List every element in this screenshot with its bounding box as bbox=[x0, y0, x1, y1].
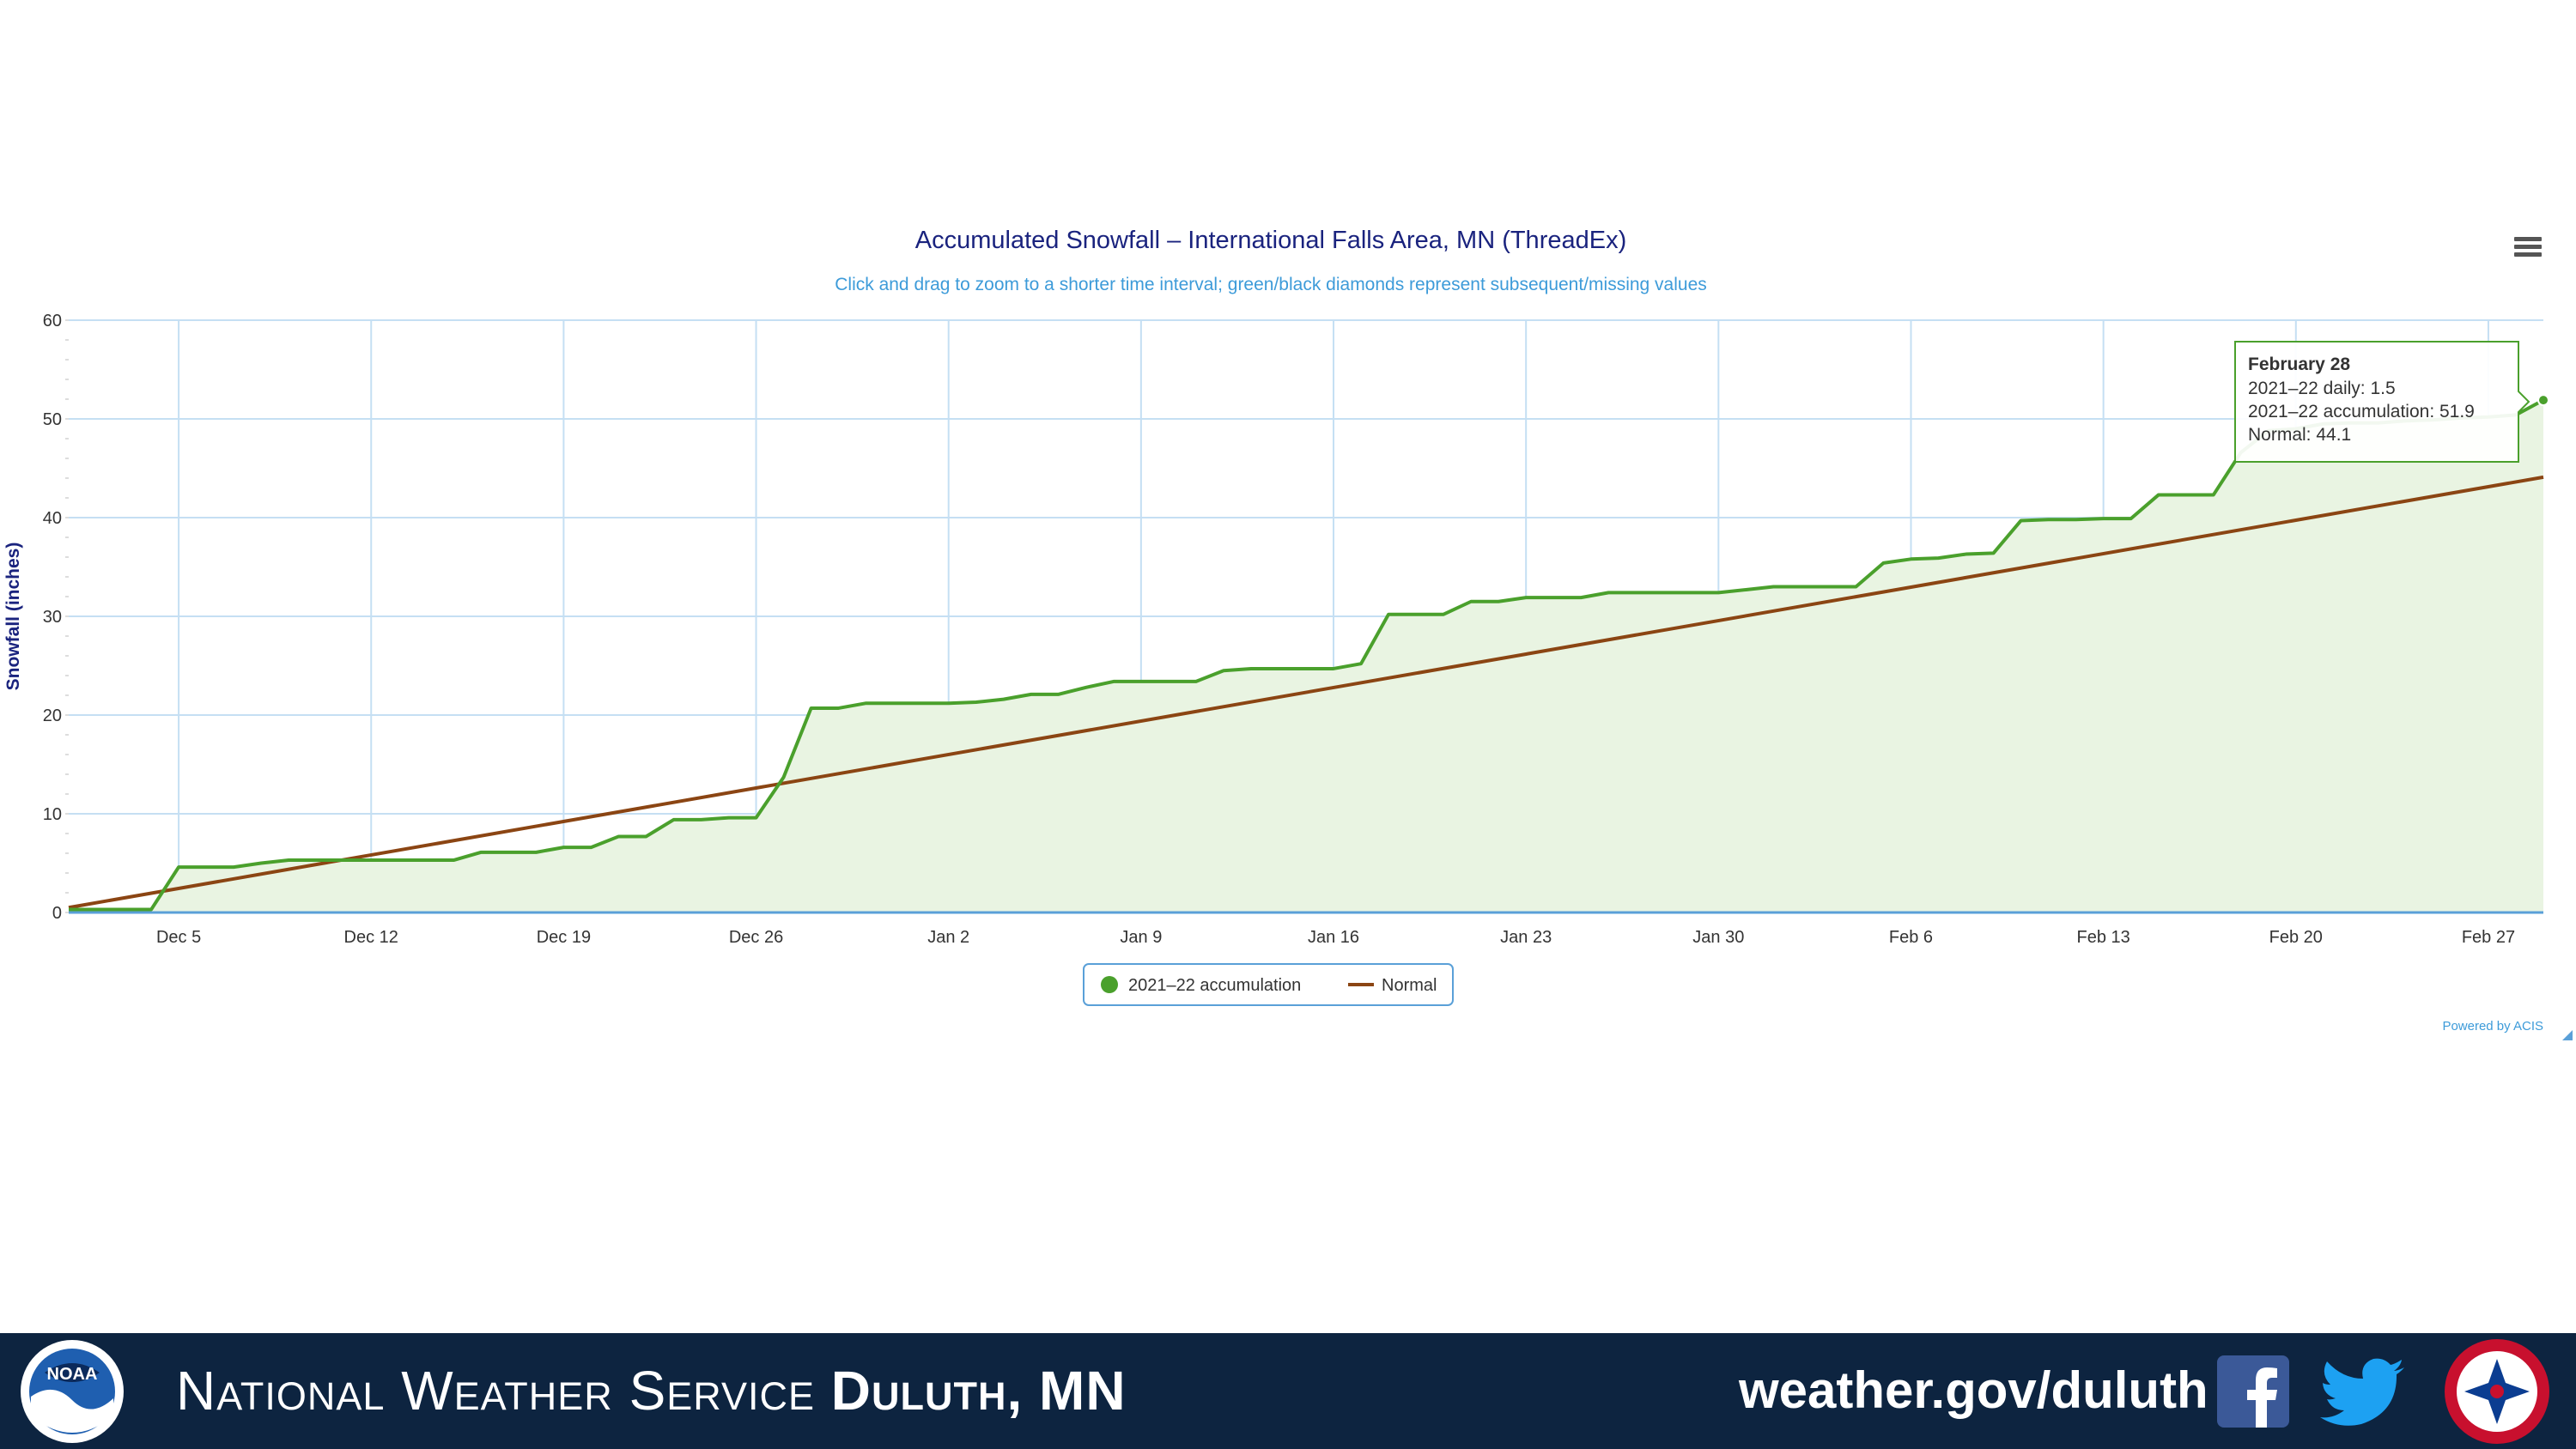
x-tick-label: Dec 26 bbox=[729, 928, 783, 947]
legend-marker-accumulation bbox=[1101, 976, 1118, 993]
y-tick-label: 40 bbox=[43, 509, 62, 528]
org-prefix: National Weather Service bbox=[176, 1360, 815, 1422]
y-tick-label: 60 bbox=[43, 312, 62, 330]
chart-subtitle: Click and drag to zoom to a shorter time… bbox=[835, 275, 1707, 294]
x-tick-label: Jan 9 bbox=[1120, 928, 1162, 947]
menu-bar-icon bbox=[2514, 237, 2542, 241]
tooltip-box bbox=[2234, 341, 2530, 463]
menu-bar-icon bbox=[2514, 252, 2542, 257]
normal-series-line bbox=[68, 475, 2544, 910]
x-tick-label: Dec 5 bbox=[156, 928, 201, 947]
tooltip-title: February 28 bbox=[2248, 355, 2350, 374]
menu-bar-icon bbox=[2514, 245, 2542, 249]
x-tick-label: Feb 6 bbox=[1889, 928, 1933, 947]
chart-title: Accumulated Snowfall – International Fal… bbox=[915, 227, 1626, 254]
y-tick-label: 0 bbox=[52, 904, 62, 923]
legend-label-normal: Normal bbox=[1382, 976, 1437, 995]
x-tick-label: Jan 30 bbox=[1692, 928, 1744, 947]
x-tick-label: Feb 27 bbox=[2462, 928, 2515, 947]
svg-text:NOAA: NOAA bbox=[47, 1365, 98, 1384]
chart-container[interactable]: Accumulated Snowfall – International Fal… bbox=[0, 0, 2576, 1073]
legend-box bbox=[1083, 963, 1454, 1006]
twitter-icon[interactable] bbox=[2320, 1357, 2406, 1429]
noaa-logo[interactable]: NOAA bbox=[19, 1338, 125, 1445]
x-tick-label: Jan 16 bbox=[1308, 928, 1359, 947]
y-tick-label: 10 bbox=[43, 805, 62, 824]
x-tick-label: Dec 19 bbox=[537, 928, 591, 947]
y-tick-label: 50 bbox=[43, 410, 62, 429]
accumulation-series-line bbox=[69, 398, 2544, 912]
x-tick-label: Feb 20 bbox=[2269, 928, 2323, 947]
x-tick-label: Feb 13 bbox=[2077, 928, 2130, 947]
legend-label-accumulation: 2021–22 accumulation bbox=[1128, 976, 1301, 995]
tooltip-line: 2021–22 daily: 1.5 bbox=[2248, 379, 2396, 398]
tooltip-line: Normal: 44.1 bbox=[2248, 425, 2351, 445]
y-tick-label: 20 bbox=[43, 706, 62, 725]
y-tick-label: 30 bbox=[43, 608, 62, 627]
snowfall-chart[interactable]: Accumulated Snowfall – International Fal… bbox=[0, 0, 2576, 1073]
footer-org-name: National Weather Service Duluth, MN bbox=[176, 1352, 1127, 1429]
chart-credit: Powered by ACIS bbox=[2442, 1019, 2543, 1034]
x-tick-label: Jan 23 bbox=[1500, 928, 1552, 947]
hover-point-marker bbox=[2537, 394, 2549, 407]
tooltip: February 28 2021–22 daily: 1.5 2021–22 acc… bbox=[2234, 341, 2530, 463]
accumulation-area bbox=[69, 400, 2543, 912]
nws-logo[interactable] bbox=[2444, 1338, 2550, 1445]
org-office: Duluth, MN bbox=[830, 1360, 1127, 1422]
chart-menu-button[interactable] bbox=[2514, 233, 2542, 261]
chart-legend: 2021–22 accumulation Normal bbox=[1083, 963, 1454, 1006]
footer-banner: NOAA National Weather Service Duluth, MN… bbox=[0, 1333, 2576, 1449]
x-tick-label: Dec 12 bbox=[344, 928, 398, 947]
resize-handle-icon bbox=[2562, 1030, 2573, 1040]
y-axis-title: Snowfall (inches) bbox=[3, 543, 23, 691]
facebook-icon[interactable] bbox=[2217, 1355, 2289, 1428]
footer-url-link[interactable]: weather.gov/duluth bbox=[1739, 1361, 2208, 1419]
tooltip-line: 2021–22 accumulation: 51.9 bbox=[2248, 402, 2475, 421]
x-tick-label: Jan 2 bbox=[927, 928, 969, 947]
